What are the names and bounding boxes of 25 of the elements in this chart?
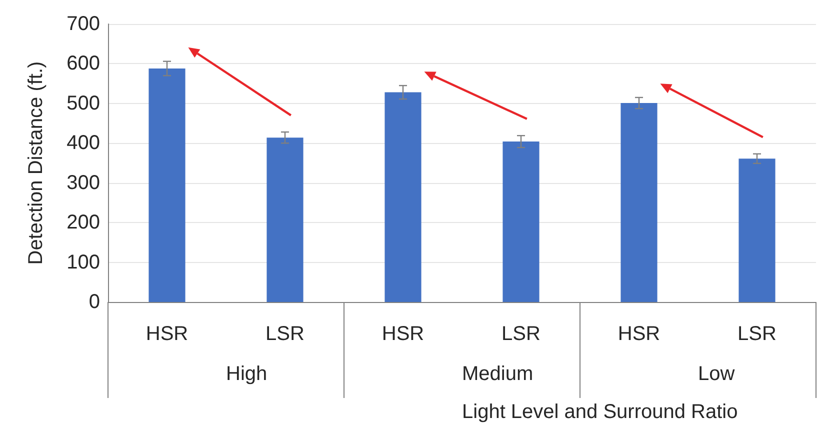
x-axis-title: Light Level and Surround Ratio [462, 401, 738, 423]
y-tick-label: 700 [66, 13, 100, 35]
x-tick-label: HSR [146, 323, 188, 345]
bar [738, 158, 776, 302]
bar [148, 68, 186, 302]
bar [384, 92, 422, 302]
x-tick-label: LSR [502, 323, 540, 345]
x-tick-label: LSR [266, 323, 304, 345]
text: High [226, 363, 268, 385]
y-tick-label: 200 [66, 212, 100, 234]
y-axis-title: Detection Distance (ft.) [25, 61, 47, 265]
y-tick-label: 300 [66, 172, 100, 194]
y-tick-label: 600 [66, 52, 100, 75]
y-tick-label: 400 [66, 132, 100, 154]
text: Low [698, 363, 736, 385]
x-tick-label: LSR [738, 323, 776, 345]
bar [620, 103, 658, 302]
y-tick-label: 0 [88, 291, 100, 313]
y-tick-label: 500 [66, 92, 100, 114]
bar [266, 138, 304, 302]
text: Medium [462, 363, 534, 385]
x-tick-label: HSR [618, 323, 660, 345]
y-tick-label: 100 [66, 251, 100, 274]
x-tick-label: HSR [382, 323, 424, 345]
bar [502, 142, 540, 302]
